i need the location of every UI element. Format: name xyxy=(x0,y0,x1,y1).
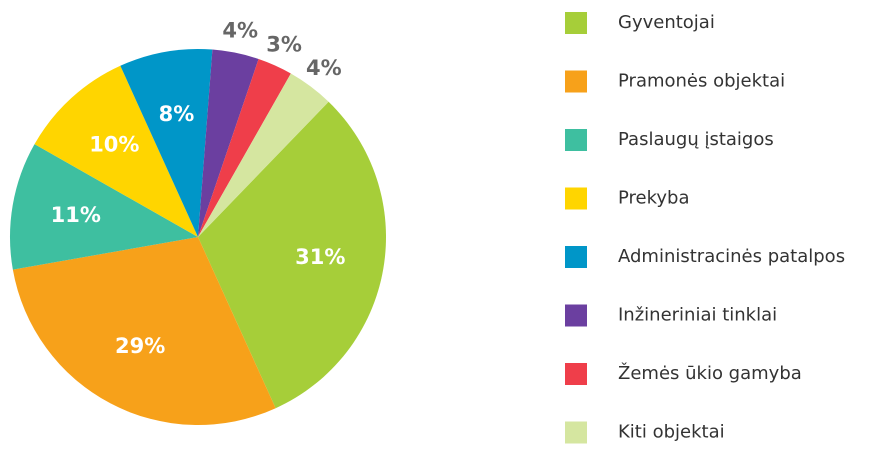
pie-slice xyxy=(12,237,276,425)
pie-slice xyxy=(198,73,329,238)
pie-slice xyxy=(120,48,213,237)
legend-swatch xyxy=(565,70,587,93)
slice-label: 3% xyxy=(266,32,302,56)
legend-swatch xyxy=(565,12,587,34)
pie-slice xyxy=(198,101,386,409)
legend-label: Gyventojai xyxy=(618,12,715,33)
pie-slice xyxy=(9,144,198,270)
legend-label: Inžineriniai tinklai xyxy=(618,305,777,326)
slice-label: 4% xyxy=(222,18,258,42)
legend-label: Kiti objektai xyxy=(618,422,725,443)
legend-label: Paslaugų įstaigos xyxy=(618,129,774,150)
slice-label: 29% xyxy=(115,334,165,358)
pie-slice xyxy=(198,59,291,237)
legend-label: Žemės ūkio gamyba xyxy=(618,362,802,384)
legend-swatch xyxy=(565,187,587,210)
slice-label: 31% xyxy=(295,245,345,269)
legend-swatch xyxy=(565,421,587,444)
slice-label: 4% xyxy=(306,56,342,80)
legend-label: Administracinės patalpos xyxy=(618,246,845,267)
legend-swatch xyxy=(565,129,587,151)
pie-slice xyxy=(34,65,198,237)
legend-label: Prekyba xyxy=(618,188,690,209)
slice-label: 11% xyxy=(51,203,101,227)
slice-label: 8% xyxy=(159,102,195,126)
legend-swatch xyxy=(565,246,587,268)
legend-label: Pramonės objektai xyxy=(618,71,785,92)
slice-label: 10% xyxy=(89,132,139,156)
legend-swatch xyxy=(565,304,587,327)
legend-swatch xyxy=(565,363,587,385)
pie-slice xyxy=(198,49,259,238)
